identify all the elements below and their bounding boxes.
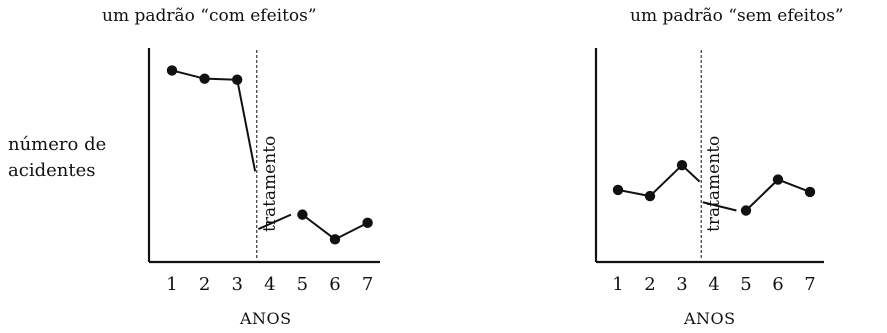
- chart-2-x-tick-label-5: 5: [740, 274, 751, 295]
- chart-2-x-tick-label-2: 2: [644, 274, 655, 295]
- chart-1-x-tick-label-7: 7: [362, 274, 373, 295]
- chart-2-point-year-5: [740, 205, 752, 216]
- chart-2-x-tick-label-4: 4: [708, 274, 719, 295]
- x-axis-label-right: ANOS: [684, 309, 736, 328]
- chart-1-intervention-label: tratamento: [260, 136, 280, 232]
- chart-2-point-year-1: [612, 184, 624, 196]
- y-axis-label-line-2: acidentes: [8, 160, 96, 181]
- chart-1-point-year-2: [199, 73, 210, 84]
- chart-2-x-tick-label-7: 7: [804, 274, 815, 295]
- chart-2-x-tick-label-6: 6: [772, 274, 783, 295]
- chart-2-x-tick-label-3: 3: [676, 274, 687, 295]
- chart-1-x-tick-label-5: 5: [297, 274, 308, 295]
- chart-2-intervention-connector-2: [702, 201, 737, 212]
- chart-1-intervention-connector-2: [257, 213, 292, 230]
- chart-title-com-efeitos: um padrão “com efeitos”: [102, 6, 317, 26]
- chart-1-point-year-6: [329, 234, 341, 245]
- chart-1-x-tick-label-4: 4: [264, 274, 275, 295]
- chart-1-intervention-connector-1: [236, 79, 257, 172]
- y-axis-label: número de acidentes: [8, 132, 106, 184]
- chart-1-point-year-3: [232, 74, 243, 85]
- chart-2-x-tick-label-1: 1: [612, 274, 623, 295]
- x-axis-label-left: ANOS: [240, 309, 292, 328]
- chart-1-x-tick-label-6: 6: [329, 274, 340, 295]
- chart-title-sem-efeitos: um padrão “sem efeitos”: [630, 6, 844, 26]
- chart-1-point-year-1: [166, 65, 178, 76]
- chart-1-x-tick-label-2: 2: [199, 274, 210, 295]
- chart-2-point-year-3: [676, 159, 688, 171]
- chart-1-x-tick-label-3: 3: [231, 274, 242, 295]
- chart-2-point-year-2: [644, 190, 656, 202]
- chart-2-point-year-7: [804, 186, 816, 198]
- chart-2-point-year-6: [772, 174, 784, 185]
- chart-2-intervention-label: tratamento: [704, 136, 724, 232]
- y-axis-label-line-1: número de: [8, 134, 107, 155]
- chart-1-point-year-5: [297, 209, 308, 220]
- chart-1-x-tick-label-1: 1: [166, 274, 177, 295]
- chart-1-point-year-7: [362, 217, 373, 229]
